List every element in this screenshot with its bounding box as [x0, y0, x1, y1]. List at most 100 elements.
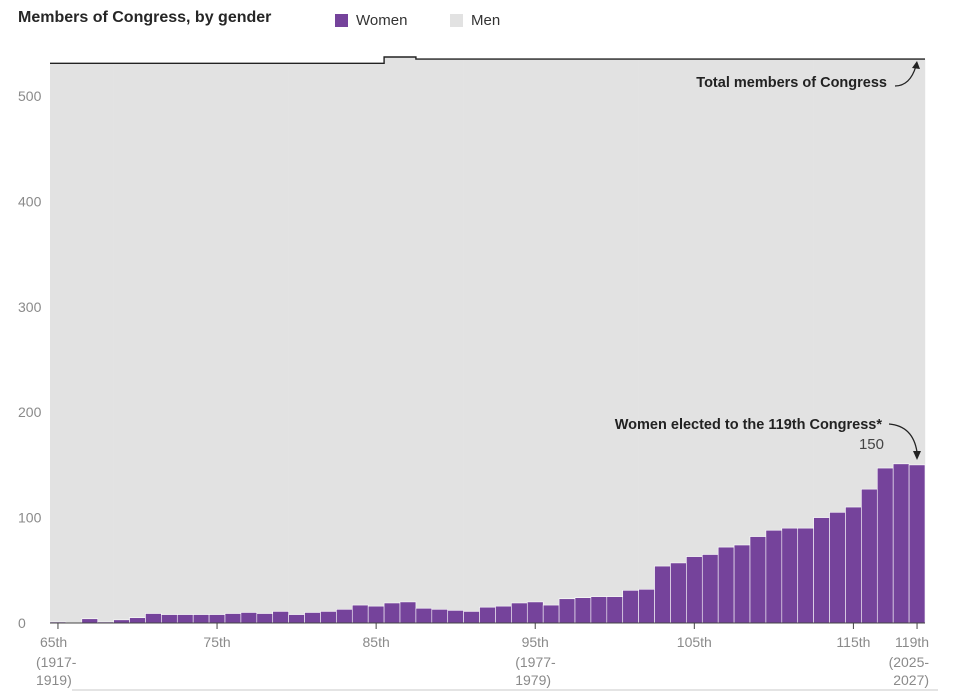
bar-men-78th [256, 63, 273, 624]
bar-men-73rd [177, 63, 194, 624]
bar-men-116th [861, 59, 878, 624]
bar-women-99th [590, 596, 608, 624]
x-tick-sublabel-119th-1: 2027) [893, 672, 929, 688]
bar-women-80th [288, 614, 305, 624]
bar-men-96th [543, 59, 560, 624]
bar-men-86th [384, 57, 401, 623]
bar-women-110th [765, 529, 783, 624]
bar-men-79th [272, 63, 289, 624]
bar-women-105th [686, 556, 703, 624]
annotation-arrowhead-women [913, 451, 921, 460]
bar-women-115th [845, 506, 862, 624]
annotation-arrow-women [888, 423, 918, 453]
annotation-women-value: 150 [859, 436, 884, 453]
bar-women-85th [367, 605, 385, 624]
x-tick-label-115th: 115th [836, 634, 870, 650]
bar-men-101st [622, 59, 639, 624]
bar-women-109th [749, 536, 767, 624]
bar-women-72nd [161, 614, 178, 624]
legend-item-women: Women [335, 12, 407, 29]
bar-men-88th [415, 59, 433, 624]
bar-women-93rd [495, 605, 512, 624]
bar-men-69th [113, 63, 130, 624]
bar-men-90th [447, 59, 464, 624]
bar-men-87th [400, 57, 417, 623]
bar-women-119th [908, 464, 926, 624]
bar-women-98th [574, 597, 592, 624]
bar-men-70th [129, 63, 146, 624]
bar-men-111th [781, 59, 798, 624]
bar-men-95th [527, 59, 544, 624]
bar-men-72nd [161, 63, 178, 624]
bar-women-88th [415, 607, 433, 624]
bar-men-106th [702, 59, 719, 624]
bar-women-104th [670, 562, 687, 624]
x-tick-sublabel-95th-1: 1979) [515, 672, 551, 688]
bar-women-118th [892, 463, 910, 624]
bar-men-109th [750, 59, 767, 624]
bar-women-73rd [176, 614, 194, 624]
bar-women-89th [431, 608, 449, 624]
line-total-members [50, 56, 925, 65]
bar-men-82nd [320, 63, 337, 624]
bar-men-104th [670, 59, 687, 624]
bar-men-91st [463, 59, 480, 624]
x-tick-label-75th: 75th [203, 634, 230, 650]
bar-women-90th [447, 610, 464, 624]
bar-women-67th [81, 618, 99, 624]
bar-men-113th [813, 59, 830, 624]
bar-women-101st [622, 590, 639, 624]
bar-men-68th [97, 63, 114, 624]
bar-women-111th [781, 527, 799, 624]
y-tick-100: 100 [18, 510, 42, 526]
x-tick-label-95th: 95th [522, 634, 549, 650]
bar-women-83rd [336, 608, 353, 624]
chart-title: Members of Congress, by gender [18, 9, 272, 26]
bar-women-114th [829, 512, 846, 624]
bar-women-91st [463, 611, 480, 624]
bar-men-98th [575, 59, 592, 624]
bar-women-100th [606, 596, 624, 624]
bar-women-78th [256, 613, 274, 624]
bar-women-107th [717, 546, 735, 624]
bar-women-106th [701, 554, 719, 624]
bar-men-81st [304, 63, 321, 624]
bar-men-89th [431, 59, 448, 624]
bar-women-70th [129, 617, 146, 624]
bar-men-97th [559, 59, 576, 624]
bar-men-76th [225, 63, 242, 624]
x-tick-sublabel-95th-0: (1977- [515, 654, 556, 670]
annotation-arrow-total [894, 65, 917, 87]
bar-men-67th [81, 63, 98, 624]
bar-men-99th [590, 59, 608, 624]
bar-women-94th [511, 602, 528, 624]
x-tick-sublabel-65th-0: (1917- [36, 654, 77, 670]
legend-label-men: Men [471, 12, 501, 29]
annotation-arrowhead-total [912, 61, 920, 69]
bar-women-75th [208, 614, 226, 624]
legend-swatch-men [450, 14, 463, 27]
bar-men-84th [352, 63, 369, 624]
legend-label-women: Women [356, 12, 408, 29]
x-tick-sublabel-119th-0: (2025- [889, 654, 930, 670]
bar-women-79th [272, 611, 289, 624]
bar-women-71st [145, 613, 162, 624]
bar-women-95th [526, 601, 544, 624]
bar-women-97th [558, 598, 576, 624]
legend-item-men: Men [450, 12, 500, 29]
bar-men-110th [765, 59, 783, 624]
bar-men-94th [511, 59, 528, 624]
bar-women-113th [813, 517, 830, 624]
bar-men-105th [686, 59, 703, 624]
bar-men-85th [368, 63, 385, 624]
bar-women-76th [224, 613, 242, 624]
bar-women-77th [240, 612, 258, 624]
bar-women-92nd [479, 606, 496, 624]
bar-men-108th [734, 59, 751, 624]
bar-men-65th [50, 63, 67, 624]
bar-women-112th [797, 527, 814, 624]
legend-swatch-women [335, 14, 348, 27]
y-tick-400: 400 [18, 193, 42, 209]
bar-men-71st [145, 63, 162, 624]
x-tick-label-85th: 85th [363, 634, 390, 650]
